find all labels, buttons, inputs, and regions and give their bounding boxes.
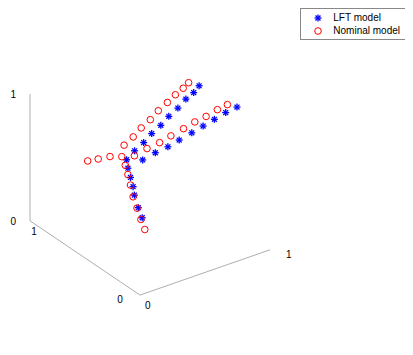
svg-text:0: 0 [117, 294, 123, 305]
svg-text:1: 1 [286, 249, 292, 260]
svg-text:0: 0 [10, 216, 16, 227]
svg-text:0: 0 [145, 300, 151, 311]
html-text:Nominal model: Nominal model [333, 25, 400, 36]
svg-text:1: 1 [10, 89, 16, 100]
svg-text:1: 1 [31, 226, 37, 237]
html-text:LFT model: LFT model [333, 12, 381, 23]
